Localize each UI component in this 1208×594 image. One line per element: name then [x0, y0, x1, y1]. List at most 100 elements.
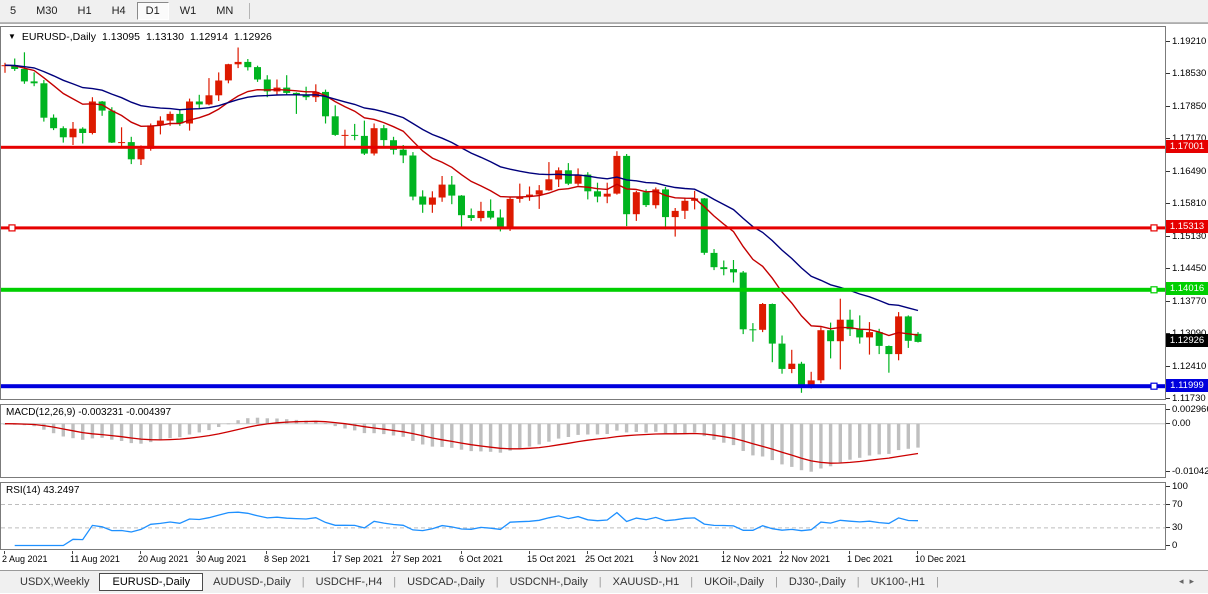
price-axis-label: 1.13090 [1172, 328, 1206, 339]
chart-tab-usdx-weekly[interactable]: USDX,Weekly [20, 576, 90, 588]
rsi-panel[interactable]: RSI(14) 43.2497 [0, 482, 1166, 550]
chart-tab-audusd-daily[interactable]: AUDUSD-,Daily [213, 576, 291, 588]
tab-scroll-right-icon[interactable]: ▸ [1189, 576, 1200, 586]
price-axis-label-tick [1166, 73, 1170, 74]
rsi-axis-label: 100 [1172, 481, 1188, 492]
date-label: 17 Sep 2021 [332, 554, 384, 564]
date-label: 3 Nov 2021 [653, 554, 700, 564]
price-axis[interactable]: 1.19210 1.18530 1.17850 1.17170 1.16490 1.158… [1166, 26, 1208, 567]
price-axis-label-tick [1166, 41, 1170, 42]
timeframe-button-d1[interactable]: D1 [136, 2, 169, 20]
ma-fast-line [4, 64, 919, 337]
price-axis-label: 1.15130 [1172, 231, 1207, 242]
chart-tab-bar: USDX,Weekly EURUSD-,Daily AUDUSD-,Daily | US… [0, 570, 1208, 593]
price-axis-label: 1.18530 [1172, 68, 1207, 79]
price-axis-label: 1.13770 [1172, 296, 1207, 307]
tab-scroll-left-icon[interactable]: ◂ [1178, 576, 1190, 586]
ma-slow-line [4, 64, 919, 312]
chart-tab-ukoil-daily[interactable]: UKOil-,Daily [704, 576, 765, 588]
date-label: 12 Nov 2021 [721, 554, 773, 564]
rsi-label: RSI(14) 43.2497 [6, 485, 80, 496]
date-label: 25 Oct 2021 [585, 554, 635, 564]
date-axis[interactable]: 2 Aug 2021 11 Aug 2021 20 Aug 2021 30 Aug 2… [0, 551, 1166, 567]
macd-axis-label: -0.010422 [1172, 466, 1208, 477]
date-label: 6 Oct 2021 [459, 554, 504, 564]
price-axis-label: 1.11730 [1172, 393, 1206, 404]
macd-histogram [1, 417, 1165, 472]
horizontal-level-1.11999[interactable] [1, 382, 1165, 390]
macd-axis-label-tick [1166, 409, 1170, 410]
price-chart-panel[interactable]: ▼ EURUSD-,Daily 1.13095 1.13130 1.12914 … [0, 26, 1166, 400]
timeframe-button-5[interactable]: 5 [10, 5, 17, 17]
chart-dropdown-icon[interactable]: ▼ [8, 32, 16, 41]
chart-tab-usdcnh-daily[interactable]: USDCNH-,Daily [509, 576, 588, 588]
timeframe-button-w1[interactable]: W1 [179, 5, 197, 17]
price-axis-label: 1.19210 [1172, 36, 1207, 47]
chart-tab-dj30-daily[interactable]: DJ30-,Daily [788, 576, 846, 588]
chart-tab-usdcad-daily[interactable]: USDCAD-,Daily [407, 576, 485, 588]
price-axis-label: 1.17170 [1172, 133, 1207, 144]
date-label: 27 Sep 2021 [391, 554, 443, 564]
horizontal-level-1.14016[interactable] [1, 286, 1165, 294]
macd-label: MACD(12,26,9) -0.003231 -0.004397 [6, 407, 172, 418]
price-axis-label-tick [1166, 301, 1170, 302]
price-axis-label-tick [1166, 203, 1170, 204]
date-tick [4, 551, 5, 554]
date-tick [723, 551, 724, 554]
rsi-axis-label: 30 [1172, 522, 1183, 533]
rsi-axis-label: 70 [1172, 499, 1183, 510]
rsi-axis-label-tick [1166, 545, 1170, 546]
timeframe-button-h1[interactable]: H1 [77, 5, 92, 17]
chart-tab-eurusd-daily[interactable]: EURUSD-,Daily [99, 573, 204, 591]
candlestick-chart[interactable] [1, 27, 1165, 399]
rsi-chart [1, 504, 1165, 547]
date-tick [266, 551, 267, 554]
chart-tab-uk100-h1[interactable]: UK100-,H1 [870, 576, 926, 588]
date-label: 10 Dec 2021 [915, 554, 967, 564]
tab-separator: | [495, 576, 499, 588]
price-axis-label-tick [1166, 366, 1170, 367]
date-tick [140, 551, 141, 554]
date-label: 2 Aug 2021 [2, 554, 48, 564]
ohlc-low: 1.12914 [189, 31, 228, 43]
date-tick [334, 551, 335, 554]
date-label: 15 Oct 2021 [527, 554, 577, 564]
macd-axis-label: 0.002966 [1172, 404, 1208, 415]
macd-panel[interactable]: MACD(12,26,9) -0.003231 -0.004397 [0, 404, 1166, 478]
macd-axis-label-tick [1166, 471, 1170, 472]
price-axis-label: 1.15810 [1172, 198, 1207, 209]
window-divider [0, 23, 1208, 24]
price-axis-label-tick [1166, 398, 1170, 399]
price-axis-label-tick [1166, 106, 1170, 107]
timeframe-button-m30[interactable]: M30 [36, 5, 58, 17]
chart-tab-usdchf-h4[interactable]: USDCHF-,H4 [315, 576, 383, 588]
rsi-axis-label-tick [1166, 527, 1170, 528]
tab-separator: | [393, 576, 397, 588]
timeframe-button-h4[interactable]: H4 [111, 5, 126, 17]
level-price-tag-1.15313: 1.15313 [1166, 220, 1208, 233]
chart-tab-xauusd-h1[interactable]: XAUUSD-,H1 [612, 576, 680, 588]
macd-axis-label-tick [1166, 423, 1170, 424]
date-label: 11 Aug 2021 [70, 554, 120, 564]
rsi-axis-label: 0 [1172, 540, 1178, 551]
macd-chart [1, 417, 1165, 472]
tab-separator: | [598, 576, 602, 588]
price-axis-label-tick [1166, 236, 1170, 237]
price-axis-label: 1.12410 [1172, 361, 1207, 372]
rsi-plot [1, 504, 1165, 547]
tab-separator: | [775, 576, 778, 588]
chart-title: ▼ EURUSD-,Daily 1.13095 1.13130 1.12914 … [8, 31, 272, 43]
date-tick [587, 551, 588, 554]
date-label: 8 Sep 2021 [264, 554, 311, 564]
timeframe-button-mn[interactable]: MN [216, 5, 234, 17]
level-price-tag-1.14016: 1.14016 [1166, 282, 1208, 295]
date-label: 20 Aug 2021 [138, 554, 189, 564]
horizontal-level-1.17001[interactable] [1, 145, 1165, 149]
tab-scroll-arrows[interactable]: ◂▸ [1179, 576, 1200, 587]
date-label: 22 Nov 2021 [779, 554, 831, 564]
date-tick [655, 551, 656, 554]
date-tick [198, 551, 199, 554]
level-price-tag-1.17001: 1.17001 [1166, 140, 1208, 153]
rsi-line [14, 511, 919, 547]
horizontal-level-1.15313[interactable] [1, 224, 1165, 232]
